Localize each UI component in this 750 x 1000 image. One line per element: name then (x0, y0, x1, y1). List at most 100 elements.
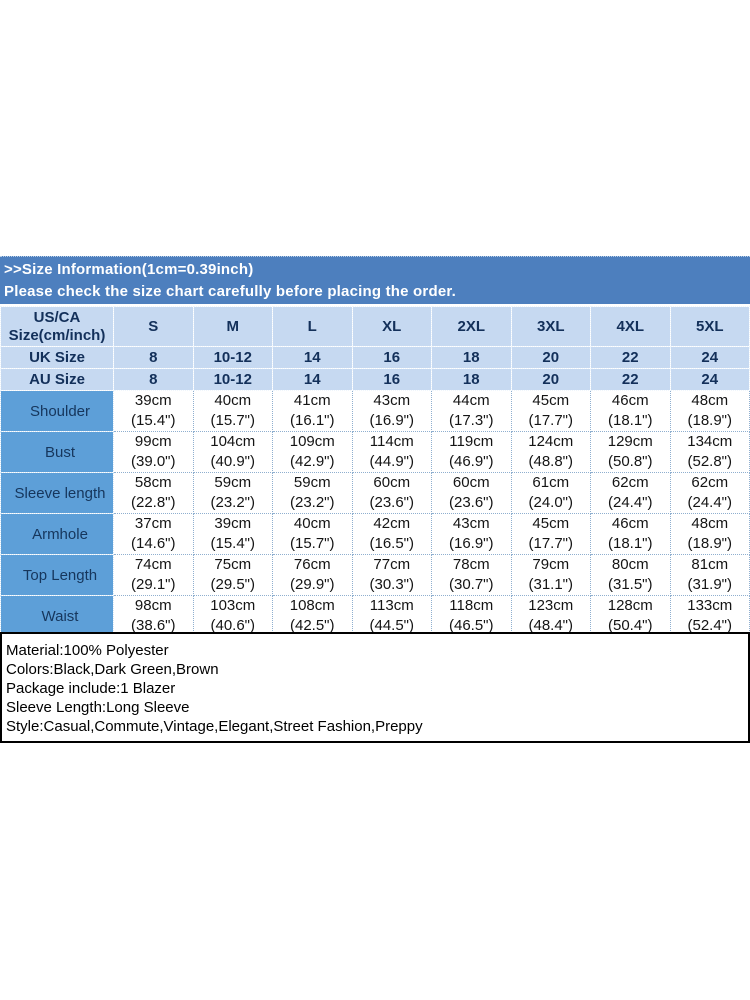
measurement-cell: 77cm (30.3") (351, 554, 432, 596)
measurement-cell: 58cm (22.8") (113, 472, 194, 514)
region-size-value: 16 (351, 368, 432, 391)
measurement-row: Armhole 37cm (14.6") 39cm (15.4") 40cm (15.7")… (0, 513, 750, 555)
measurement-row: Top Length 74cm (29.1") 75cm (29.5") 76cm (29.… (0, 554, 750, 596)
measurement-cell: 128cm (50.4") (590, 595, 671, 637)
measurement-cell: 39cm (15.4") (113, 390, 194, 432)
table-header-row: US/CA Size(cm/inch) S M L XL 2XL 3XL 4XL 5XL (0, 306, 750, 347)
size-info-banner: >>Size Information(1cm=0.39inch) Please … (0, 256, 750, 304)
measurement-cell: 80cm (31.5") (590, 554, 671, 596)
measurement-row-label: Sleeve length (0, 472, 114, 514)
measurement-cell: 44cm (17.3") (431, 390, 512, 432)
measurement-row-label: Shoulder (0, 390, 114, 432)
size-info-title: >>Size Information(1cm=0.39inch) (4, 261, 254, 279)
measurement-row-label: Armhole (0, 513, 114, 555)
region-row-label: UK Size (0, 346, 114, 369)
measurement-cell: 99cm (39.0") (113, 431, 194, 473)
product-info-line: Material:100% Polyester (6, 642, 169, 659)
size-column-header: S (113, 306, 194, 347)
measurement-cell: 60cm (23.6") (351, 472, 432, 514)
region-size-value: 16 (351, 346, 432, 369)
size-column-header: 2XL (431, 306, 512, 347)
measurement-cell: 133cm (52.4") (669, 595, 750, 637)
product-info-line: Sleeve Length:Long Sleeve (6, 699, 190, 716)
measurement-cell: 59cm (23.2") (272, 472, 353, 514)
measurement-cell: 37cm (14.6") (113, 513, 194, 555)
measurement-cell: 109cm (42.9") (272, 431, 353, 473)
measurement-cell: 119cm (46.9") (431, 431, 512, 473)
measurement-cell: 78cm (30.7") (431, 554, 512, 596)
size-column-header: L (272, 306, 353, 347)
region-size-value: 18 (431, 368, 512, 391)
measurement-cell: 60cm (23.6") (431, 472, 512, 514)
measurement-cell: 74cm (29.1") (113, 554, 194, 596)
region-size-value: 20 (510, 346, 591, 369)
region-size-value: 14 (272, 368, 353, 391)
measurement-cell: 61cm (24.0") (510, 472, 591, 514)
region-size-value: 14 (272, 346, 353, 369)
measurement-cell: 108cm (42.5") (272, 595, 353, 637)
measurement-cell: 40cm (15.7") (192, 390, 273, 432)
region-size-value: 8 (113, 346, 194, 369)
size-column-header: M (192, 306, 273, 347)
measurement-cell: 46cm (18.1") (590, 390, 671, 432)
measurement-row-label: Bust (0, 431, 114, 473)
measurement-cell: 62cm (24.4") (669, 472, 750, 514)
region-size-row: UK Size 8 10-12 14 16 18 20 22 24 (0, 346, 750, 369)
measurement-cell: 79cm (31.1") (510, 554, 591, 596)
product-info-line: Style:Casual,Commute,Vintage,Elegant,Str… (6, 718, 423, 735)
size-column-header: XL (351, 306, 432, 347)
measurement-cell: 114cm (44.9") (351, 431, 432, 473)
region-size-value: 24 (669, 346, 750, 369)
size-column-header: 5XL (669, 306, 750, 347)
measurement-cell: 98cm (38.6") (113, 595, 194, 637)
measurement-cell: 48cm (18.9") (669, 513, 750, 555)
corner-header-cell: US/CA Size(cm/inch) (0, 306, 114, 347)
measurement-cell: 41cm (16.1") (272, 390, 353, 432)
measurement-cell: 118cm (46.5") (431, 595, 512, 637)
region-size-value: 10-12 (192, 368, 273, 391)
measurement-cell: 40cm (15.7") (272, 513, 353, 555)
measurement-cell: 43cm (16.9") (431, 513, 512, 555)
product-info-line: Colors:Black,Dark Green,Brown (6, 661, 219, 678)
measurement-row-label: Top Length (0, 554, 114, 596)
measurement-row-label: Waist (0, 595, 114, 637)
measurement-cell: 45cm (17.7") (510, 390, 591, 432)
product-info-box: Material:100% Polyester Colors:Black,Dark… (0, 632, 750, 743)
measurement-cell: 81cm (31.9") (669, 554, 750, 596)
measurement-cell: 103cm (40.6") (192, 595, 273, 637)
measurement-cell: 123cm (48.4") (510, 595, 591, 637)
measurement-cell: 48cm (18.9") (669, 390, 750, 432)
measurement-cell: 75cm (29.5") (192, 554, 273, 596)
size-chart-table: US/CA Size(cm/inch) S M L XL 2XL 3XL 4XL 5XL UK Si… (0, 306, 750, 637)
region-size-row: AU Size 8 10-12 14 16 18 20 22 24 (0, 368, 750, 391)
measurement-cell: 113cm (44.5") (351, 595, 432, 637)
region-size-value: 10-12 (192, 346, 273, 369)
measurement-row: Sleeve length 58cm (22.8") 59cm (23.2") 59cm(… (0, 472, 750, 514)
measurement-cell: 76cm (29.9") (272, 554, 353, 596)
region-size-value: 8 (113, 368, 194, 391)
measurement-cell: 104cm (40.9") (192, 431, 273, 473)
region-row-label: AU Size (0, 368, 114, 391)
measurement-cell: 43cm (16.9") (351, 390, 432, 432)
measurement-cell: 42cm (16.5") (351, 513, 432, 555)
measurement-row: Shoulder 39cm (15.4") 40cm (15.7") 41cm (16.1"… (0, 390, 750, 432)
measurement-cell: 46cm (18.1") (590, 513, 671, 555)
measurement-cell: 62cm (24.4") (590, 472, 671, 514)
measurement-row: Waist 98cm (38.6") 103cm (40.6") 108cm (42.5")… (0, 595, 750, 637)
measurement-cell: 45cm (17.7") (510, 513, 591, 555)
measurement-cell: 129cm (50.8") (590, 431, 671, 473)
region-size-value: 18 (431, 346, 512, 369)
size-column-header: 4XL (590, 306, 671, 347)
product-info-line: Package include:1 Blazer (6, 680, 176, 697)
region-size-value: 22 (590, 368, 671, 391)
region-size-value: 20 (510, 368, 591, 391)
measurement-cell: 39cm (15.4") (192, 513, 273, 555)
measurement-cell: 134cm (52.8") (669, 431, 750, 473)
region-size-value: 24 (669, 368, 750, 391)
measurement-cell: 59cm (23.2") (192, 472, 273, 514)
measurement-row: Bust 99cm (39.0") 104cm (40.9") 109cm (42.9") 1… (0, 431, 750, 473)
measurement-cell: 124cm (48.8") (510, 431, 591, 473)
size-info-subtitle: Please check the size chart carefully be… (4, 282, 456, 300)
size-column-header: 3XL (510, 306, 591, 347)
